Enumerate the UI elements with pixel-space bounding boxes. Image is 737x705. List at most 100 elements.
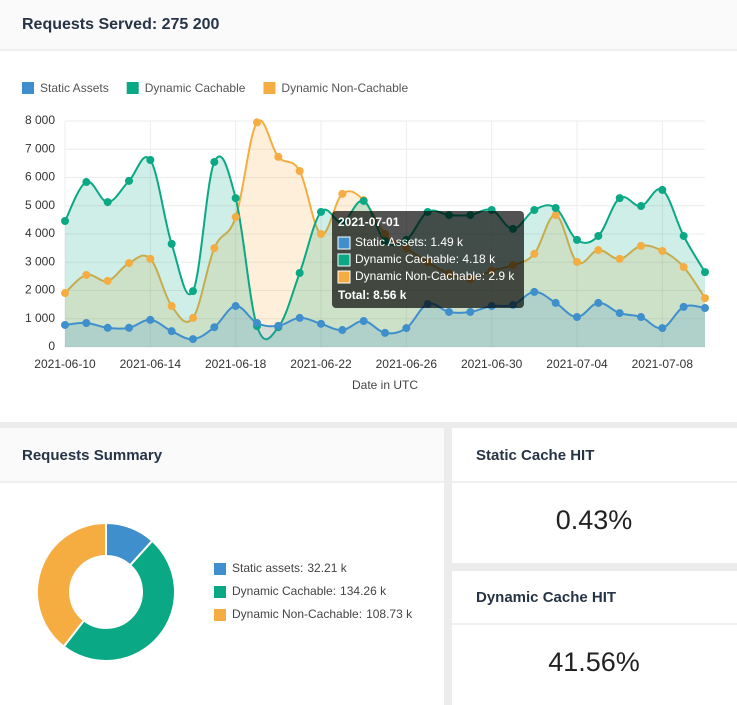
point — [402, 324, 411, 333]
point — [231, 194, 240, 203]
x-tick-label: 2021-06-14 — [120, 357, 182, 371]
point — [103, 276, 112, 285]
y-tick-label: 3 000 — [25, 254, 55, 268]
legend-swatch — [126, 82, 139, 94]
legend-value: 134.26 k — [340, 584, 387, 598]
point — [594, 231, 603, 240]
point — [274, 152, 283, 161]
card-title: Static Cache HIT — [476, 447, 594, 464]
donut-slice — [36, 521, 107, 648]
point — [551, 298, 560, 307]
point — [573, 313, 581, 322]
legend-swatch — [263, 82, 276, 94]
card-title: Dynamic Cache HIT — [476, 589, 616, 606]
point — [189, 287, 197, 296]
point — [295, 268, 304, 277]
point — [658, 246, 667, 255]
legend-label: Static assets: — [232, 561, 303, 575]
legend-swatch — [214, 609, 226, 621]
tooltip-swatch — [337, 253, 351, 267]
point — [231, 213, 240, 222]
point — [594, 246, 603, 255]
point — [82, 178, 91, 187]
point — [253, 318, 261, 327]
tooltip — [332, 211, 524, 308]
point — [146, 254, 155, 263]
point — [530, 249, 539, 258]
point — [167, 327, 176, 336]
point — [125, 176, 133, 185]
x-tick-label: 2021-06-18 — [205, 357, 267, 371]
point — [189, 335, 197, 344]
point — [615, 309, 624, 318]
point — [637, 202, 645, 211]
point — [189, 313, 197, 322]
point — [61, 289, 69, 298]
point — [551, 204, 560, 213]
x-tick-label: 2021-06-22 — [290, 357, 352, 371]
point — [103, 198, 112, 207]
point — [658, 324, 667, 333]
point — [125, 323, 133, 332]
point — [637, 241, 645, 250]
point — [103, 323, 112, 332]
panel-title: Requests Summary — [22, 447, 163, 464]
x-axis-label: Date in UTC — [352, 378, 418, 392]
point — [146, 315, 155, 324]
point — [253, 118, 261, 127]
legend-label: Dynamic Cachable — [145, 81, 246, 95]
point — [615, 254, 624, 263]
card — [452, 428, 737, 563]
point — [466, 307, 475, 316]
legend-label: Dynamic Non-Cachable — [281, 81, 408, 95]
legend-label: Dynamic Cachable: — [232, 584, 336, 598]
point — [146, 155, 155, 164]
point — [61, 217, 69, 226]
point — [701, 304, 709, 313]
point — [338, 326, 347, 335]
legend-value: 32.21 k — [307, 561, 347, 575]
x-tick-label: 2021-06-10 — [34, 357, 96, 371]
point — [530, 205, 539, 214]
point — [317, 207, 325, 216]
panel-title: Requests Served: 275 200 — [22, 16, 220, 33]
x-tick-label: 2021-07-08 — [632, 357, 694, 371]
x-tick-label: 2021-07-04 — [546, 357, 608, 371]
y-tick-label: 5 000 — [25, 198, 55, 212]
point — [210, 157, 219, 166]
point — [295, 313, 304, 322]
point — [573, 235, 581, 244]
point — [701, 294, 709, 303]
legend-swatch — [214, 563, 226, 575]
tooltip-line: Static Assets: 1.49 k — [355, 235, 464, 249]
legend-swatch — [214, 586, 226, 598]
point — [167, 239, 176, 248]
card-value: 41.56% — [548, 647, 640, 677]
point — [317, 319, 325, 328]
point — [637, 313, 645, 322]
point — [530, 287, 539, 296]
y-tick-label: 0 — [48, 339, 55, 353]
point — [615, 194, 624, 203]
point — [317, 230, 325, 238]
point — [231, 302, 240, 311]
point — [359, 317, 368, 326]
point — [82, 318, 91, 327]
point — [210, 323, 219, 332]
legend-swatch — [22, 82, 34, 94]
panel-header — [0, 428, 444, 482]
point — [359, 196, 368, 205]
point — [295, 167, 304, 176]
tooltip-line: Dynamic Non-Cachable: 2.9 k — [355, 269, 515, 283]
point — [61, 320, 69, 329]
tooltip-total: Total: 8.56 k — [338, 288, 407, 302]
panel-header — [0, 0, 737, 50]
point — [551, 211, 560, 220]
tooltip-line: Dynamic Cachable: 4.18 k — [355, 252, 496, 266]
legend-value: 108.73 k — [366, 607, 413, 621]
point — [701, 268, 709, 277]
point — [125, 259, 133, 268]
y-tick-label: 1 000 — [25, 311, 55, 325]
y-tick-label: 7 000 — [25, 141, 55, 155]
